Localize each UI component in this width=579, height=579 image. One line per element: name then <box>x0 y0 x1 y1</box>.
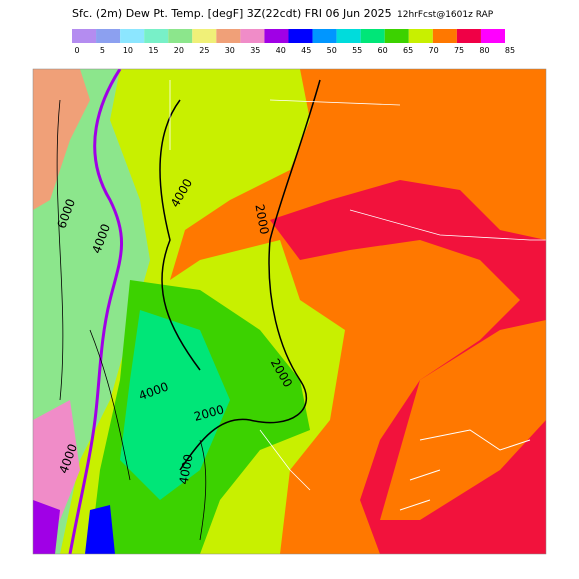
color-label: 60 <box>378 46 388 55</box>
contour-label: 4000 <box>177 453 196 486</box>
color-box <box>120 29 145 43</box>
salmon-nw <box>33 69 90 210</box>
model-label: 12hrFcst@1601z RAP <box>397 10 494 20</box>
color-label: 25 <box>199 46 209 55</box>
border <box>169 80 546 491</box>
color-box <box>192 29 217 43</box>
color-box <box>312 29 337 43</box>
color-label: 50 <box>327 46 337 55</box>
color-label: 55 <box>352 46 362 55</box>
color-label: 75 <box>454 46 464 55</box>
color-box <box>408 29 433 43</box>
color-label: 30 <box>225 46 235 55</box>
color-box <box>384 29 409 43</box>
color-label: 35 <box>250 46 260 55</box>
purple-sw <box>33 500 60 554</box>
contour <box>159 79 321 471</box>
color-box <box>336 29 361 43</box>
blue-patch <box>85 505 115 554</box>
color-box <box>168 29 193 43</box>
color-label: 70 <box>428 46 438 55</box>
map-frame <box>32 68 547 555</box>
orange-patch <box>380 320 546 520</box>
colorbar: 0 5 10 15 20 25 30 35 40 45 50 55 60 65 70 75 80 85 <box>72 29 515 55</box>
color-box <box>144 29 169 43</box>
color-box <box>96 29 121 43</box>
ridge-line <box>68 69 123 554</box>
coastline <box>399 429 531 511</box>
teal-center <box>120 310 230 500</box>
color-label: 15 <box>148 46 158 55</box>
map: 6000400040002000200040002000400040002000 <box>32 68 547 555</box>
color-box <box>456 29 481 43</box>
color-label: 40 <box>276 46 286 55</box>
contour <box>56 99 207 541</box>
color-label: 20 <box>174 46 184 55</box>
color-label: 80 <box>479 46 489 55</box>
color-box <box>264 29 289 43</box>
color-label: 0 <box>74 46 79 55</box>
color-label: 10 <box>123 46 133 55</box>
title: Sfc. (2m) Dew Pt. Temp. [degF] 3Z(22cdt)… <box>72 7 392 20</box>
contour-label: 2000 <box>252 203 271 236</box>
color-box <box>360 29 385 43</box>
color-box <box>240 29 265 43</box>
color-box <box>72 29 97 43</box>
color-box <box>432 29 457 43</box>
color-label: 85 <box>505 46 515 55</box>
color-label: 5 <box>100 46 105 55</box>
color-box <box>216 29 241 43</box>
color-box <box>288 29 313 43</box>
color-box <box>480 29 505 43</box>
color-label: 65 <box>403 46 413 55</box>
color-label: 45 <box>301 46 311 55</box>
